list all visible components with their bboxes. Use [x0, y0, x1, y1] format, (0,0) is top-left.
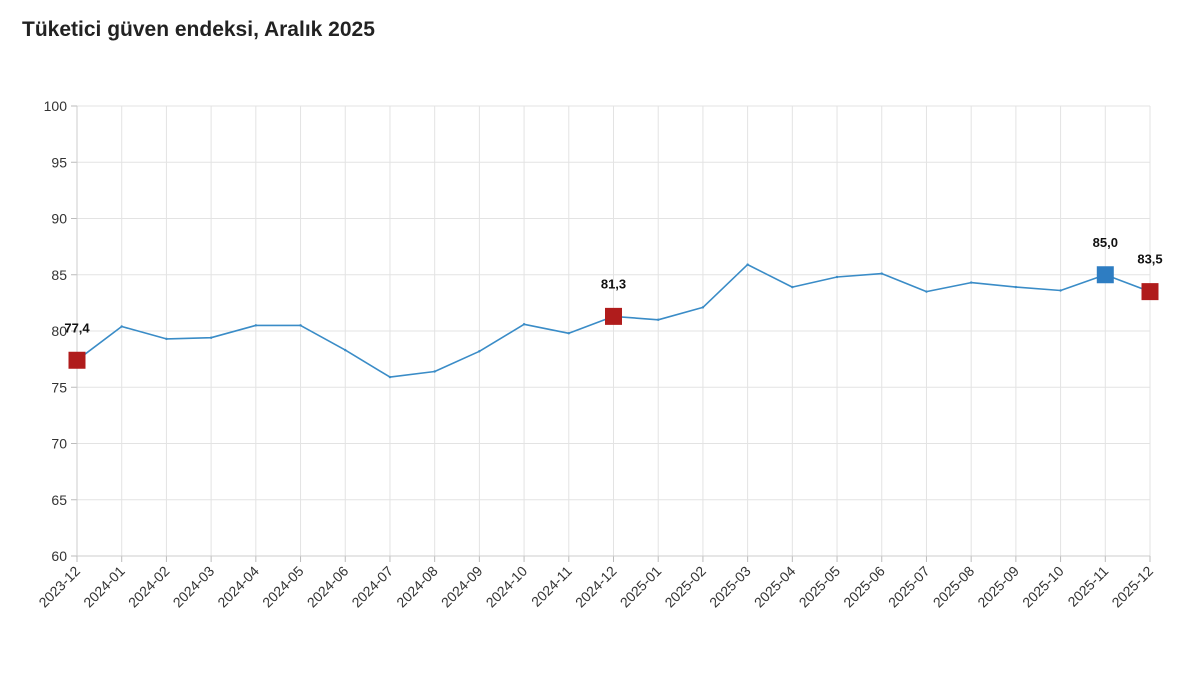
- highlight-marker: [68, 351, 86, 369]
- x-tick-label: 2024-02: [125, 563, 173, 611]
- x-tick-label: 2025-11: [1065, 563, 1112, 610]
- y-tick-label: 70: [51, 436, 67, 452]
- y-axis-ticks: 60 65 70 75 80 85 90 95 100: [44, 98, 77, 564]
- x-tick-label: 2025-01: [617, 563, 665, 611]
- y-tick-label: 60: [51, 548, 67, 564]
- x-tick-label: 2025-04: [751, 563, 799, 611]
- data-point: [1014, 285, 1018, 289]
- x-tick-label: 2024-10: [483, 563, 531, 611]
- data-point: [254, 324, 258, 327]
- data-label: 85,0: [1093, 235, 1118, 250]
- data-point: [209, 336, 213, 339]
- x-tick-label: 2024-07: [348, 563, 396, 611]
- data-labels: 77,4 81,3 85,0 83,5: [64, 235, 1162, 336]
- data-point: [344, 348, 347, 352]
- data-point: [657, 318, 660, 321]
- x-tick-label: 2024-12: [572, 563, 620, 611]
- x-tick-label: 2024-03: [170, 563, 218, 611]
- data-point: [925, 290, 928, 293]
- data-point: [433, 370, 436, 373]
- data-point: [1059, 289, 1062, 292]
- data-point: [478, 350, 481, 353]
- x-tick-label: 2025-09: [974, 563, 1022, 611]
- y-tick-label: 90: [51, 211, 67, 227]
- data-point: [165, 337, 168, 341]
- data-point: [746, 263, 749, 266]
- x-tick-label: 2024-08: [393, 563, 441, 611]
- x-tick-label: 2025-12: [1108, 563, 1156, 611]
- y-tick-label: 100: [44, 98, 68, 114]
- x-tick-label: 2025-05: [796, 563, 844, 611]
- x-tick-label: 2024-04: [214, 563, 262, 611]
- axes: [76, 106, 1150, 557]
- x-axis-ticks: 2023-122024-012024-022024-032024-042024-…: [35, 556, 1156, 610]
- y-tick-label: 95: [51, 154, 67, 170]
- x-tick-label: 2024-09: [438, 563, 486, 611]
- highlight-marker: [1141, 283, 1159, 301]
- data-point: [522, 323, 526, 326]
- highlight-marker: [605, 307, 622, 325]
- x-tick-label: 2023-12: [35, 563, 83, 611]
- data-point: [791, 285, 794, 289]
- x-tick-label: 2025-08: [930, 563, 978, 611]
- data-point: [701, 306, 705, 309]
- data-point: [835, 275, 839, 279]
- data-label: 81,3: [601, 276, 626, 291]
- highlight-markers: [68, 266, 1159, 369]
- x-tick-label: 2024-11: [528, 563, 575, 610]
- x-tick-label: 2024-06: [304, 563, 352, 611]
- data-point: [299, 324, 302, 327]
- data-label: 83,5: [1137, 252, 1162, 267]
- data-point: [388, 375, 392, 379]
- chart-title: Tüketici güven endeksi, Aralık 2025: [22, 18, 375, 41]
- x-tick-label: 2025-10: [1019, 563, 1067, 611]
- y-tick-label: 75: [51, 379, 67, 395]
- y-tick-label: 65: [51, 492, 67, 508]
- y-tick-label: 80: [51, 323, 67, 339]
- data-label: 77,4: [64, 320, 90, 335]
- x-tick-label: 2024-01: [80, 563, 128, 611]
- x-tick-label: 2025-02: [661, 563, 709, 611]
- x-tick-label: 2025-03: [706, 563, 754, 611]
- x-tick-label: 2025-07: [885, 563, 933, 611]
- data-point: [120, 325, 123, 328]
- data-point: [567, 332, 570, 335]
- x-tick-label: 2024-05: [259, 563, 307, 611]
- y-tick-label: 85: [51, 267, 67, 283]
- x-tick-label: 2025-06: [840, 563, 888, 611]
- highlight-marker: [1096, 266, 1114, 284]
- data-point: [969, 281, 973, 284]
- data-point: [880, 272, 883, 275]
